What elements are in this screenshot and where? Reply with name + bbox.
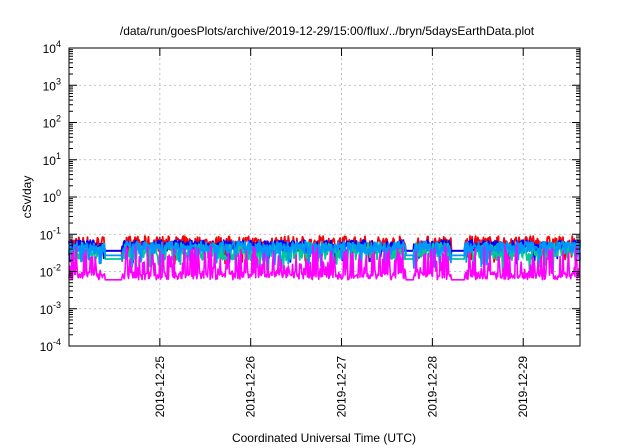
y-tick-label: 102: [43, 114, 61, 131]
y-tick-label: 101: [43, 151, 61, 168]
y-axis-label: cSv/day: [20, 176, 34, 219]
grid: [69, 48, 580, 346]
series-layer: [68, 235, 581, 281]
y-tick-label: 103: [43, 76, 61, 93]
x-axis-label: Coordinated Universal Time (UTC): [232, 431, 416, 445]
x-tick-label: 2019-12-28: [425, 356, 439, 418]
y-tick-label: 10-2: [40, 263, 61, 280]
y-tick-label: 10-3: [40, 300, 61, 317]
series-line: [68, 244, 581, 281]
x-axis: 2019-12-25 2019-12-26 2019-12-27 2019-12-28…: [153, 48, 530, 417]
y-axis: 10-4 10-3 10-2 10-1 100 101 102 103 104: [40, 39, 580, 354]
x-tick-label: 2019-12-27: [335, 356, 349, 418]
y-tick-label: 100: [43, 188, 61, 205]
x-tick-label: 2019-12-29: [516, 356, 530, 418]
y-tick-label: 10-1: [40, 225, 61, 242]
series-line: [68, 240, 581, 270]
y-tick-label: 104: [43, 39, 61, 56]
x-tick-label: 2019-12-25: [153, 356, 167, 418]
chart-title: /data/run/goesPlots/archive/2019-12-29/1…: [120, 24, 535, 38]
x-tick-label: 2019-12-26: [244, 356, 258, 418]
y-tick-label: 10-4: [40, 337, 61, 354]
